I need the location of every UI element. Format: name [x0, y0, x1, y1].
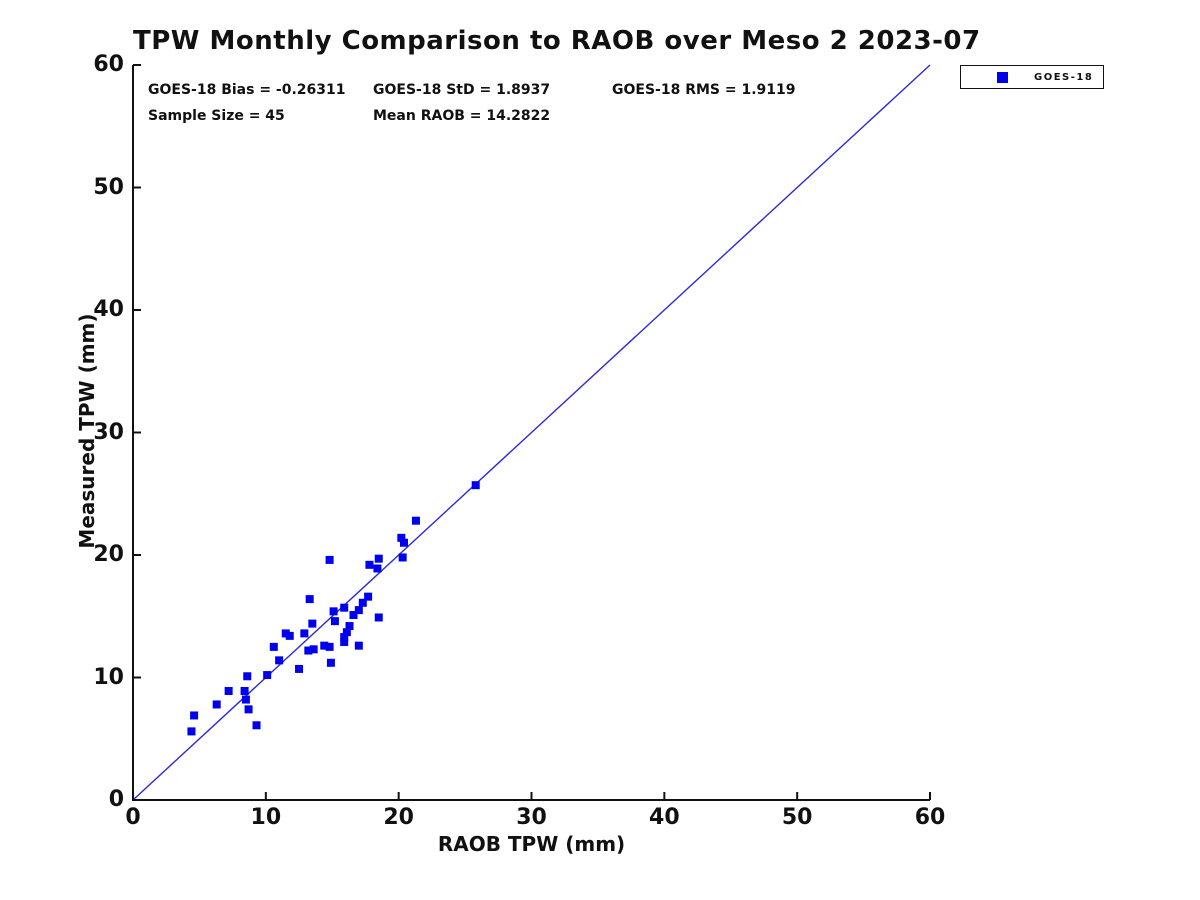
data-point-marker — [190, 711, 199, 720]
data-point-marker — [241, 695, 250, 704]
data-point-marker — [295, 664, 304, 673]
reference-line — [132, 64, 931, 801]
stat-bias: GOES-18 Bias = -0.26311 — [148, 82, 346, 98]
x-tick-label: 60 — [914, 805, 946, 830]
y-tick-label: 50 — [93, 174, 124, 200]
data-point-marker — [329, 607, 338, 616]
chart-title: TPW Monthly Comparison to RAOB over Meso… — [133, 26, 981, 56]
data-point-marker — [212, 700, 221, 709]
data-point-marker — [300, 629, 309, 638]
data-point-marker — [224, 686, 233, 695]
data-point-marker — [187, 727, 196, 736]
data-point-marker — [374, 613, 383, 622]
legend: GOES-18 — [960, 65, 1104, 89]
data-point-marker — [309, 645, 318, 654]
y-axis-label: Measured TPW (mm) — [75, 313, 99, 549]
data-point-marker — [358, 598, 367, 607]
data-point-marker — [471, 481, 480, 490]
data-point-marker — [340, 633, 349, 642]
stat-std: GOES-18 StD = 1.8937 — [373, 82, 551, 98]
data-point-marker — [354, 606, 363, 615]
data-point-marker — [308, 619, 317, 628]
y-tick-label: 40 — [93, 297, 124, 322]
x-tick-label: 10 — [250, 805, 282, 830]
stat-mean-raob: Mean RAOB = 14.2822 — [373, 108, 551, 124]
data-point-marker — [354, 641, 363, 650]
data-point-marker — [243, 672, 252, 681]
data-point-marker — [340, 637, 349, 646]
data-point-marker — [285, 631, 294, 640]
y-tick-label: 0 — [108, 787, 124, 812]
data-point-marker — [349, 611, 358, 620]
data-point-marker — [364, 592, 373, 601]
data-point-marker — [252, 721, 261, 730]
x-tick-label: 50 — [781, 805, 813, 830]
data-point-marker — [244, 705, 253, 714]
data-point-marker — [365, 560, 374, 569]
y-tick-label: 10 — [93, 664, 124, 690]
data-point-marker — [399, 538, 408, 547]
data-point-marker — [240, 686, 249, 695]
data-point-marker — [325, 555, 334, 564]
legend-square-marker-icon — [997, 71, 1008, 83]
x-tick-label: 30 — [516, 805, 547, 830]
x-tick-label: 0 — [125, 805, 141, 830]
data-point-marker — [330, 617, 339, 626]
y-tick-label: 30 — [93, 419, 124, 445]
data-point-marker — [320, 641, 329, 650]
x-tick-label: 20 — [383, 805, 414, 830]
data-point-marker — [326, 658, 335, 667]
data-point-marker — [304, 646, 313, 655]
stat-sample-size: Sample Size = 45 — [148, 108, 285, 124]
stat-rms: GOES-18 RMS = 1.9119 — [612, 82, 796, 98]
data-point-marker — [305, 595, 314, 604]
data-point-marker — [411, 516, 420, 525]
legend-label: GOES-18 — [1034, 71, 1094, 83]
data-point-marker — [345, 622, 354, 631]
data-point-marker — [398, 553, 407, 562]
data-point-marker — [269, 642, 278, 651]
data-point-marker — [397, 533, 406, 542]
data-point-marker — [340, 603, 349, 612]
y-tick-label: 60 — [93, 52, 124, 77]
x-tick-label: 40 — [649, 805, 680, 830]
data-point-marker — [373, 564, 382, 573]
data-point-marker — [374, 554, 383, 563]
data-point-marker — [263, 671, 272, 680]
y-tick-label: 20 — [93, 542, 124, 567]
data-point-marker — [342, 628, 351, 637]
data-point-marker — [325, 642, 334, 651]
x-axis-label: RAOB TPW (mm) — [437, 832, 626, 856]
data-point-marker — [275, 656, 284, 665]
